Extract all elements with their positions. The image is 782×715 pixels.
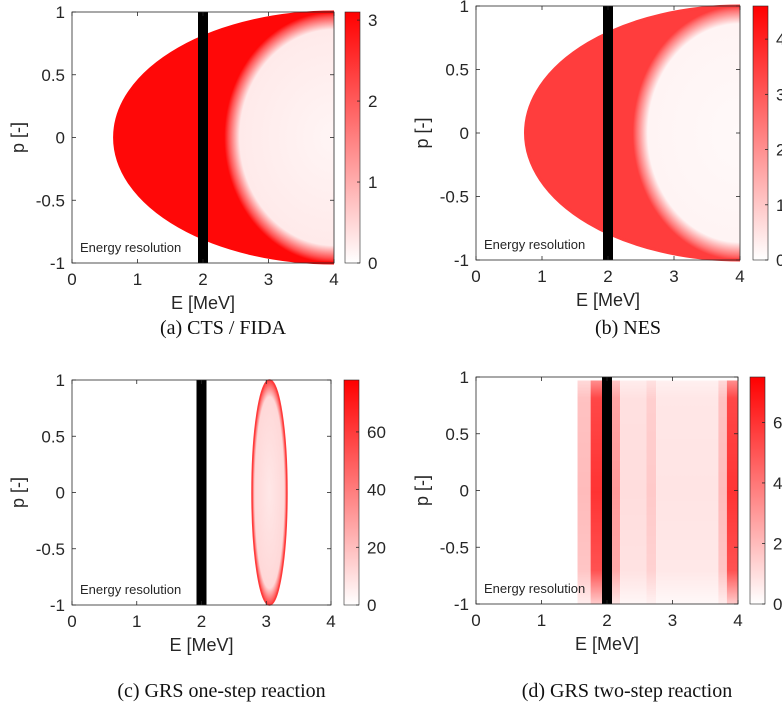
y-axis-label: p [-]	[412, 117, 432, 148]
y-tick-label: 0	[56, 129, 65, 148]
colorbar-tick-label: 20	[367, 538, 386, 557]
energy-resolution-label: Energy resolution	[80, 582, 181, 597]
x-axis-label: E [MeV]	[169, 635, 233, 655]
x-tick-label: 1	[132, 612, 141, 631]
x-axis-label: E [MeV]	[576, 290, 640, 310]
y-tick-label: 0	[56, 484, 65, 503]
x-axis-label: E [MeV]	[171, 293, 235, 313]
colorbar-tick-label: 0	[367, 596, 376, 615]
colorbar-tick-label: 2	[776, 141, 782, 160]
x-tick-label: 0	[471, 611, 480, 630]
x-tick-label: 2	[197, 612, 206, 631]
x-tick-label: 1	[537, 267, 546, 286]
band	[646, 380, 657, 604]
x-tick-label: 2	[198, 270, 207, 289]
colorbar-tick-label: 4	[773, 474, 782, 493]
chart-panel-a: Energy resolution 0 1 2 3 4 1 0.5 0 -0.5 -1 E [MeV]…	[8, 3, 377, 339]
colorbar-tick-label: 0	[776, 251, 782, 270]
chart-panel-d: Energy resolution 0 1 2 3 4 1 0.5 0 -0.5 -1 E [MeV]…	[412, 368, 782, 702]
y-tick-label: 0.5	[41, 427, 65, 446]
colorbar	[752, 5, 769, 261]
band	[718, 380, 727, 604]
distribution-edge	[113, 10, 335, 265]
y-tick-label: -0.5	[440, 188, 469, 207]
y-tick-label: -0.5	[440, 538, 469, 557]
y-tick-label: 1	[56, 371, 65, 390]
colorbar-tick-label: 40	[367, 481, 386, 500]
colorbar-tick-label: 4	[776, 30, 782, 49]
colorbar-tick-label: 1	[368, 173, 377, 192]
x-axis-label: E [MeV]	[575, 634, 639, 654]
band	[656, 380, 719, 604]
distribution-region	[114, 12, 334, 263]
x-tick-label: 0	[471, 267, 480, 286]
y-tick-label: -0.5	[36, 191, 65, 210]
x-tick-label: 2	[603, 267, 612, 286]
x-tick-label: 4	[735, 267, 744, 286]
y-tick-label: 0.5	[445, 425, 469, 444]
energy-resolution-line	[196, 380, 207, 605]
colorbar-tick-label: 1	[776, 196, 782, 215]
chart-panel-b: Energy resolution 0 1 2 3 4 1 0.5 0 -0.5 -1 E [MeV]…	[412, 0, 782, 339]
y-tick-label: 1	[460, 368, 469, 387]
x-tick-label: 3	[264, 270, 273, 289]
y-tick-label: -1	[454, 251, 469, 270]
x-tick-label: 1	[537, 611, 546, 630]
y-tick-label: 1	[460, 0, 469, 16]
x-tick-label: 4	[329, 270, 338, 289]
colorbar-tick-label: 2	[773, 534, 782, 553]
energy-resolution-line	[602, 377, 612, 604]
distribution-edge	[524, 4, 741, 262]
x-tick-label: 2	[602, 611, 611, 630]
y-tick-label: -1	[454, 595, 469, 614]
y-axis-label: p [-]	[8, 122, 28, 153]
energy-resolution-label: Energy resolution	[80, 240, 181, 255]
x-tick-label: 4	[733, 611, 742, 630]
y-axis-label: p [-]	[412, 475, 432, 506]
energy-resolution-label: Energy resolution	[484, 237, 585, 252]
colorbar-tick-label: 6	[773, 413, 782, 432]
distribution-region	[525, 6, 740, 260]
y-axis-label: p [-]	[8, 477, 28, 508]
y-tick-label: -0.5	[36, 540, 65, 559]
subfigure-caption: (c) GRS one-step reaction	[117, 680, 325, 702]
colorbar-tick-label: 60	[367, 423, 386, 442]
y-tick-label: -1	[50, 254, 65, 273]
x-tick-label: 0	[67, 270, 76, 289]
band	[726, 380, 738, 604]
x-tick-label: 3	[262, 612, 271, 631]
chart-panel-c: Energy resolution 0 1 2 3 4 1 0.5 0 -0.5 -1 E [MeV]…	[8, 371, 386, 702]
band	[577, 380, 591, 604]
x-tick-label: 3	[669, 267, 678, 286]
x-tick-label: 4	[326, 612, 335, 631]
x-tick-label: 1	[133, 270, 142, 289]
y-tick-label: 0.5	[445, 61, 469, 80]
y-tick-label: -1	[50, 596, 65, 615]
energy-resolution-line	[603, 6, 613, 260]
colorbar-tick-label: 0	[368, 254, 377, 273]
energy-resolution-label: Energy resolution	[484, 581, 585, 596]
y-tick-label: 0	[460, 482, 469, 501]
x-tick-label: 0	[67, 612, 76, 631]
colorbar-tick-label: 0	[773, 595, 782, 614]
y-tick-label: 0	[460, 124, 469, 143]
colorbar	[343, 379, 360, 606]
subfigure-caption: (a) CTS / FIDA	[160, 317, 287, 339]
subfigure-caption: (b) NES	[595, 317, 661, 339]
subfigure-caption: (d) GRS two-step reaction	[522, 680, 733, 702]
x-tick-label: 3	[668, 611, 677, 630]
colorbar-tick-label: 2	[368, 92, 377, 111]
energy-resolution-line	[198, 12, 208, 263]
distribution-ellipse	[252, 380, 287, 605]
y-tick-label: 1	[56, 3, 65, 22]
band-group	[577, 380, 738, 604]
colorbar-tick-label: 3	[776, 85, 782, 104]
band	[610, 380, 621, 604]
colorbar-tick-label: 3	[368, 11, 377, 30]
band	[620, 380, 647, 604]
colorbar	[344, 11, 361, 264]
colorbar	[749, 376, 766, 605]
y-tick-label: 0.5	[41, 66, 65, 85]
